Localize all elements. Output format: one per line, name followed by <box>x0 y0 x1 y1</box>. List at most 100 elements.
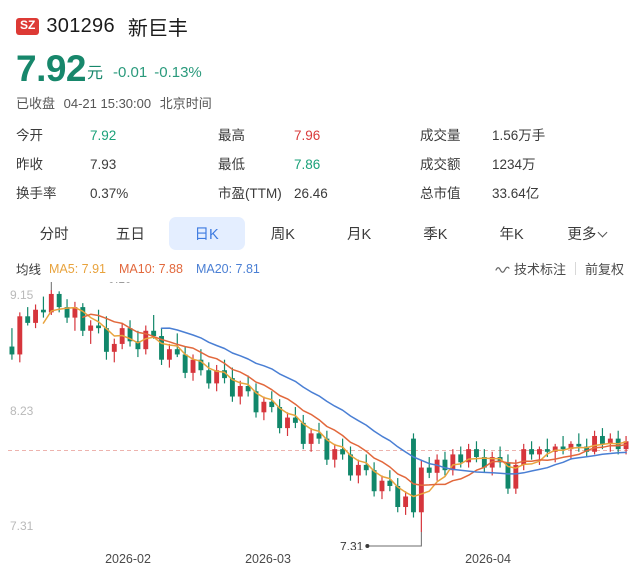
candle-body <box>261 401 267 413</box>
candle-body <box>292 417 298 423</box>
candle-body <box>80 307 86 331</box>
candle-body <box>159 336 164 360</box>
current-price: 7.92 <box>16 48 87 89</box>
ma10-line <box>82 313 627 487</box>
tab-label: 季K <box>423 226 448 243</box>
candle-body <box>332 449 338 460</box>
candle-body <box>190 359 196 373</box>
tab-label: 分时 <box>39 226 69 243</box>
candle-body <box>308 433 314 445</box>
quote-value: 0.37% <box>90 186 129 202</box>
chart-period-tabs[interactable]: 分时 五日 日K 周K 月K 季K 年K 更多 <box>0 216 638 250</box>
quote-label: 成交量 <box>420 128 461 144</box>
candle-body <box>166 349 172 360</box>
low-annotation: 7.31 <box>340 532 422 551</box>
candle-body <box>544 449 550 452</box>
candle-body <box>568 444 574 450</box>
y-axis-tick: 7.31 <box>10 519 34 533</box>
chart-x-axis: 2026-02 2026-03 2026-04 <box>0 550 638 576</box>
quote-value: 7.92 <box>90 128 117 144</box>
quote-label: 市盈(TTM) <box>218 186 282 202</box>
candle-body <box>395 486 401 508</box>
y-axis-tick: 9.15 <box>10 288 34 302</box>
candle-body <box>371 470 377 492</box>
candle-body <box>64 307 70 318</box>
tab-更多[interactable]: 更多 <box>550 217 626 250</box>
x-axis-tick: 2026-04 <box>465 552 511 567</box>
candle-body <box>135 341 141 350</box>
candle-body <box>56 294 62 308</box>
candle-body <box>560 446 566 450</box>
candle-body <box>269 401 275 408</box>
svg-text:9.15: 9.15 <box>108 282 132 286</box>
candle-body <box>214 370 220 384</box>
candle-body <box>418 467 424 513</box>
quote-value: 7.96 <box>294 128 321 144</box>
market-status: 已收盘 <box>16 96 56 112</box>
candle-body <box>584 446 590 452</box>
candle-body <box>143 330 149 350</box>
candle-body <box>600 436 605 445</box>
adjust-mode-label: 前复权 <box>584 262 624 278</box>
price-change: -0.01 <box>113 64 148 82</box>
quote-label: 换手率 <box>16 186 57 202</box>
svg-text:7.31: 7.31 <box>340 540 364 551</box>
candle-body <box>355 465 361 476</box>
quote-cell: 昨收 7.93 <box>16 153 218 173</box>
candle-body <box>103 328 109 352</box>
tab-季K[interactable]: 季K <box>397 217 473 250</box>
candle-body <box>529 449 535 455</box>
tab-周K[interactable]: 周K <box>245 217 321 250</box>
stock-code: 301296 <box>46 15 115 37</box>
candle-body <box>96 325 101 329</box>
tab-分时[interactable]: 分时 <box>16 217 92 250</box>
quote-timezone: 北京时间 <box>159 96 212 112</box>
tab-日K[interactable]: 日K <box>168 216 245 250</box>
candle-body <box>340 449 346 455</box>
quote-value: 1.56万手 <box>492 128 546 144</box>
quote-cell: 成交量 1.56万手 <box>420 124 622 144</box>
candle-body <box>403 496 409 508</box>
quote-cell: 总市值 33.64亿 <box>420 182 622 202</box>
quote-value: 1234万 <box>492 157 536 173</box>
ma-legend-row: 均线 MA5: 7.91 MA10: 7.88 MA20: 7.81 技术标注 … <box>0 259 638 278</box>
candle-body <box>127 328 133 342</box>
candle-body <box>576 444 582 447</box>
candle-body <box>300 422 306 445</box>
quote-label: 最高 <box>218 128 245 144</box>
candle-body <box>552 446 558 452</box>
quote-cell: 最高 7.96 <box>218 124 420 144</box>
tab-五日[interactable]: 五日 <box>92 217 168 250</box>
candle-body <box>33 309 38 324</box>
kline-chart[interactable]: 9.15 8.23 7.31 9.15 7.31 <box>0 282 638 550</box>
candle-body <box>537 449 542 455</box>
candle-body <box>607 438 613 445</box>
candle-body <box>9 346 15 355</box>
quote-label: 今开 <box>16 128 43 144</box>
quote-cell: 换手率 0.37% <box>16 182 218 202</box>
y-axis-tick: 8.23 <box>10 404 34 418</box>
candle-body <box>245 386 251 392</box>
quote-cell: 今开 7.92 <box>16 124 218 144</box>
tab-年K[interactable]: 年K <box>474 217 550 250</box>
adjust-mode-button[interactable]: 前复权 <box>585 259 624 278</box>
quote-value: 33.64亿 <box>492 186 540 202</box>
quote-value: 7.86 <box>294 157 321 173</box>
tab-月K[interactable]: 月K <box>321 217 397 250</box>
candle-body <box>521 449 527 466</box>
tab-label: 五日 <box>115 226 145 243</box>
candle-body <box>592 436 598 452</box>
candle-body <box>40 309 46 313</box>
candle-body <box>316 433 322 439</box>
quote-value: 7.93 <box>90 157 117 173</box>
technical-annotate-button[interactable]: 技术标注 <box>495 259 566 278</box>
kline-svg[interactable]: 9.15 8.23 7.31 9.15 7.31 <box>0 282 638 550</box>
tab-label: 月K <box>347 226 372 243</box>
ma10-legend: MA10: 7.88 <box>119 261 183 276</box>
candle-body <box>48 294 54 313</box>
tab-label: 日K <box>194 226 219 243</box>
candle-body <box>237 386 243 397</box>
candle-body <box>513 465 519 489</box>
candle-body <box>363 465 369 471</box>
